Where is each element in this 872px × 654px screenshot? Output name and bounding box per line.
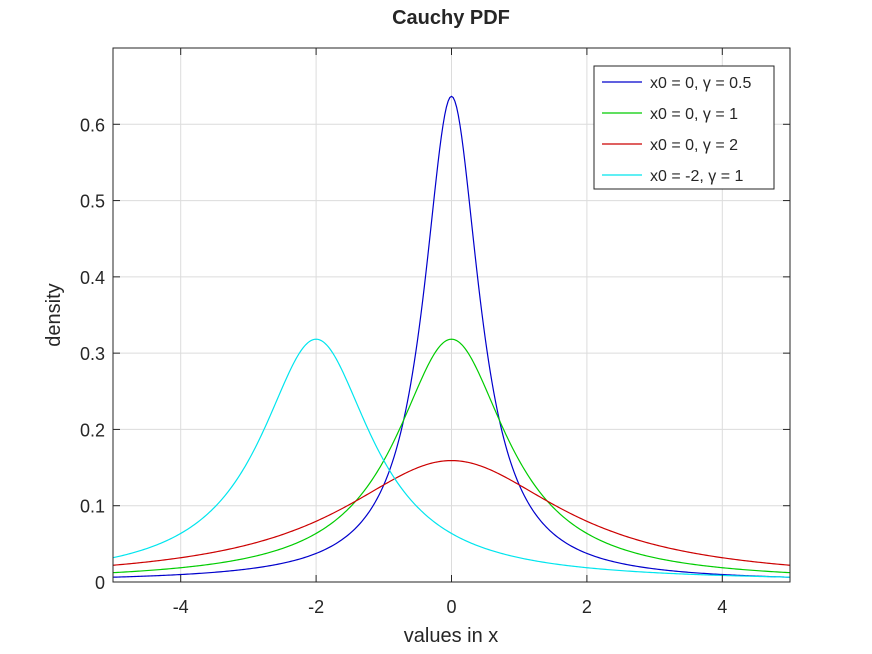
y-tick-labels: 0 0.1 0.2 0.3 0.4 0.5 0.6 [80,115,105,593]
y-tick-label: 0.6 [80,115,105,135]
x-axis-label: values in x [404,625,499,647]
x-tick-label: 2 [582,597,592,617]
series-line-1 [112,95,791,578]
legend-label-2: x0 = 0, γ = 1 [650,106,738,123]
x-tick-label: -4 [173,597,189,617]
y-tick-label: 0.2 [80,420,105,440]
legend-box [593,65,775,190]
x-tick-label: 0 [446,597,456,617]
y-tick-label: 0.1 [80,497,105,517]
legend: x0 = 0, γ = 0.5 x0 = 0, γ = 1 x0 = 0, γ = … [593,65,775,190]
series-line-3 [112,459,791,566]
x-tick-label: -2 [308,597,324,617]
y-tick-label: 0.3 [80,344,105,364]
chart-title: Cauchy PDF [392,7,510,29]
y-axis-label: density [43,283,65,346]
series-lines [112,95,791,578]
tick-marks [113,48,790,583]
y-tick-label: 0 [95,573,105,593]
y-tick-label: 0.4 [80,268,105,288]
y-tick-label: 0.5 [80,192,105,212]
legend-label-4: x0 = -2, γ = 1 [650,168,743,185]
x-tick-labels: -4 -2 0 2 4 [173,597,728,617]
series-line-4 [112,338,791,578]
legend-label-3: x0 = 0, γ = 2 [650,137,738,154]
x-tick-label: 4 [717,597,727,617]
legend-label-1: x0 = 0, γ = 0.5 [650,75,752,92]
series-line-2 [112,338,791,574]
